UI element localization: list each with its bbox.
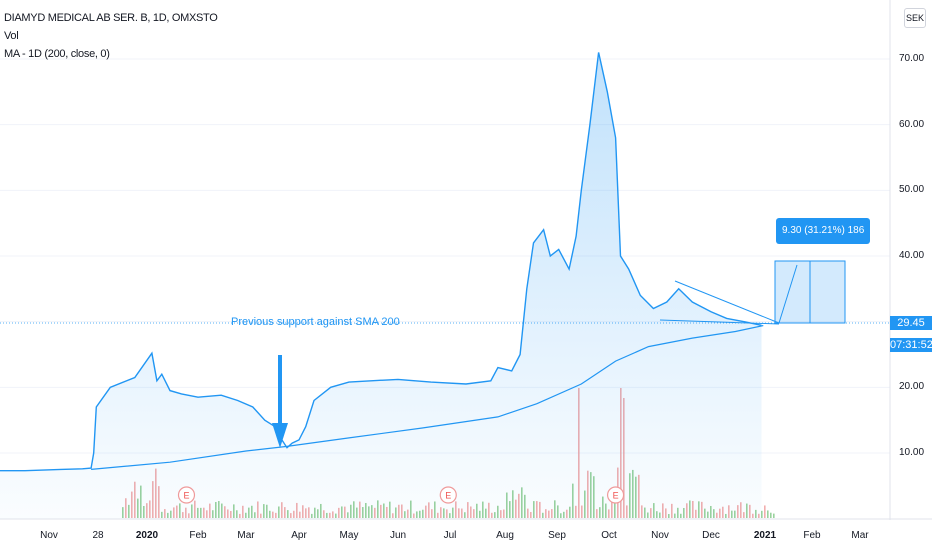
volume-bar xyxy=(773,513,775,518)
wedge-drawing[interactable] xyxy=(659,280,780,325)
projection-drawing[interactable] xyxy=(778,261,811,324)
time-axis-tick: Apr xyxy=(291,530,307,541)
price-axis-tick: 70.00 xyxy=(899,52,925,64)
price-line xyxy=(0,52,762,472)
volume-indicator-label[interactable]: Vol xyxy=(4,30,19,42)
time-axis-tick: Feb xyxy=(803,530,821,541)
price-axis-tick: 60.00 xyxy=(899,118,925,130)
time-axis-tick: Jul xyxy=(443,530,457,541)
last-price-badge: 29.45 xyxy=(890,316,932,330)
time-axis-tick: 28 xyxy=(92,530,104,541)
earnings-marker-label: E xyxy=(613,491,619,501)
time-axis-tick: Dec xyxy=(702,530,720,541)
volume-bar xyxy=(764,505,766,518)
currency-button[interactable]: SEK xyxy=(904,8,926,28)
price-axis-tick: 10.00 xyxy=(899,447,925,458)
time-axis-tick: Nov xyxy=(40,530,58,541)
time-axis-tick: Mar xyxy=(237,530,255,541)
sma-200-line xyxy=(91,325,764,470)
price-axis-tick: 50.00 xyxy=(899,184,925,196)
time-axis-tick: Nov xyxy=(651,530,669,541)
time-axis-tick: 2021 xyxy=(753,530,777,541)
countdown-badge: 07:31:52 xyxy=(890,338,932,352)
earnings-marker-icon xyxy=(439,486,457,504)
earnings-marker-icon xyxy=(177,486,196,504)
time-axis-tick: Aug xyxy=(496,530,514,541)
volume-bar xyxy=(767,510,769,518)
volume-bar xyxy=(770,512,772,518)
ma-indicator-label[interactable]: MA - 1D (200, close, 0) xyxy=(4,48,110,60)
time-axis-tick: Sep xyxy=(548,530,566,541)
time-axis-tick: Feb xyxy=(189,530,207,541)
time-axis-tick: Oct xyxy=(601,530,617,541)
chart-legend: DIAMYD MEDICAL AB SER. B, 1D, OMXSTO Vol… xyxy=(4,9,218,63)
earnings-marker-label: E xyxy=(183,491,189,501)
measure-label[interactable]: 9.30 (31.21%) 186 xyxy=(776,218,871,244)
price-axis-tick: 40.00 xyxy=(899,249,925,261)
price-area-fill xyxy=(0,52,762,520)
time-axis-tick: Jun xyxy=(389,530,407,541)
symbol-title[interactable]: DIAMYD MEDICAL AB SER. B, 1D, OMXSTO xyxy=(4,12,218,24)
time-axis-tick: 2020 xyxy=(135,530,159,541)
time-axis-tick: Mar xyxy=(851,530,869,541)
volume-bar xyxy=(761,510,763,518)
price-axis-tick: 20.00 xyxy=(899,381,925,393)
down-arrow-icon[interactable] xyxy=(272,355,288,448)
earnings-marker-icon xyxy=(606,486,625,504)
time-axis-tick: May xyxy=(339,530,359,541)
support-annotation-text[interactable]: Previous support against SMA 200 xyxy=(231,316,400,328)
earnings-marker-label: E xyxy=(445,491,451,501)
